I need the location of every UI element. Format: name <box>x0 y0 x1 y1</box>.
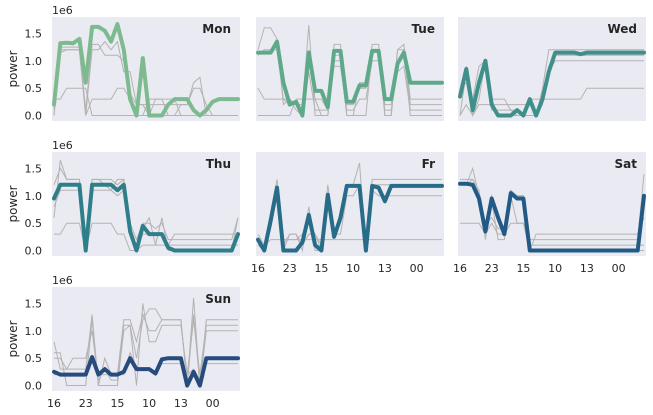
x-tick-label: 13 <box>580 262 594 275</box>
background-series-line <box>54 308 238 386</box>
background-series-line <box>460 173 645 241</box>
panel-title: Sat <box>615 157 638 171</box>
panel-background <box>458 17 646 121</box>
y-tick-label: 1.0 <box>25 190 43 203</box>
panel-title: Thu <box>206 157 231 171</box>
y-axis-label: power <box>6 50 20 87</box>
x-tick-label: 00 <box>612 262 626 275</box>
x-tick-label: 23 <box>79 397 93 410</box>
x-tick-label: 13 <box>378 262 392 275</box>
x-tick-label: 10 <box>142 397 156 410</box>
y-tick-label: 0.5 <box>25 352 43 365</box>
panel-thu: Thu 0.0 0.5 1.0 1.5 1e6 power <box>6 139 240 258</box>
highlight-series-line <box>458 181 646 253</box>
y-tick-label: 0.0 <box>25 110 43 123</box>
panel-mon: Mon 0.0 0.5 1.0 1.5 1e6 power <box>6 4 240 123</box>
y-offset-label: 1e6 <box>52 274 73 287</box>
panel-title: Wed <box>607 22 637 36</box>
panel-title: Tue <box>411 22 435 36</box>
panel-title: Fr <box>422 157 435 171</box>
highlight-series-line <box>458 50 646 118</box>
y-tick-label: 1.0 <box>25 325 43 338</box>
y-tick-label: 0.0 <box>25 380 43 393</box>
panel-fr: Fr 16 23 15 10 13 00 <box>251 152 444 275</box>
y-tick-label: 0.0 <box>25 245 43 258</box>
x-tick-label: 23 <box>485 262 499 275</box>
y-tick-label: 1.5 <box>25 297 43 310</box>
y-axis-label: power <box>6 320 20 357</box>
panel-title: Mon <box>202 22 231 36</box>
panel-title: Sun <box>205 292 231 306</box>
x-tick-label: 00 <box>410 262 424 275</box>
highlight-series-line <box>256 39 444 118</box>
y-tick-label: 0.5 <box>25 217 43 230</box>
y-axis-label: power <box>6 185 20 222</box>
panel-wed: Wed <box>458 17 646 121</box>
y-tick-label: 1.0 <box>25 55 43 68</box>
x-tick-label: 16 <box>47 397 61 410</box>
background-series-line <box>258 239 442 246</box>
x-tick-label: 00 <box>206 397 220 410</box>
background-series-line <box>54 303 238 386</box>
x-tick-label: 15 <box>314 262 328 275</box>
panel-sat: Sat 16 23 15 10 13 00 <box>453 152 646 275</box>
highlight-series-line <box>52 22 240 118</box>
highlight-series-line <box>52 182 240 253</box>
x-tick-label: 10 <box>346 262 360 275</box>
panel-sun: Sun 0.0 0.5 1.0 1.5 1e6 power 16 23 15 10 13 00 <box>6 274 240 410</box>
x-tick-label: 15 <box>110 397 124 410</box>
x-tick-label: 15 <box>516 262 530 275</box>
y-tick-label: 1.5 <box>25 27 43 40</box>
background-series-line <box>258 49 442 116</box>
x-tick-label: 10 <box>548 262 562 275</box>
y-tick-label: 0.5 <box>25 82 43 95</box>
y-offset-label: 1e6 <box>52 139 73 152</box>
x-tick-label: 16 <box>251 262 265 275</box>
x-tick-label: 13 <box>174 397 188 410</box>
x-tick-label: 23 <box>283 262 297 275</box>
highlight-series-line <box>256 183 444 253</box>
background-series-line <box>54 87 238 116</box>
highlight-series-line <box>52 355 240 388</box>
y-offset-label: 1e6 <box>52 4 73 17</box>
y-tick-label: 1.5 <box>25 162 43 175</box>
x-tick-label: 16 <box>453 262 467 275</box>
panel-tue: Tue <box>256 17 444 121</box>
